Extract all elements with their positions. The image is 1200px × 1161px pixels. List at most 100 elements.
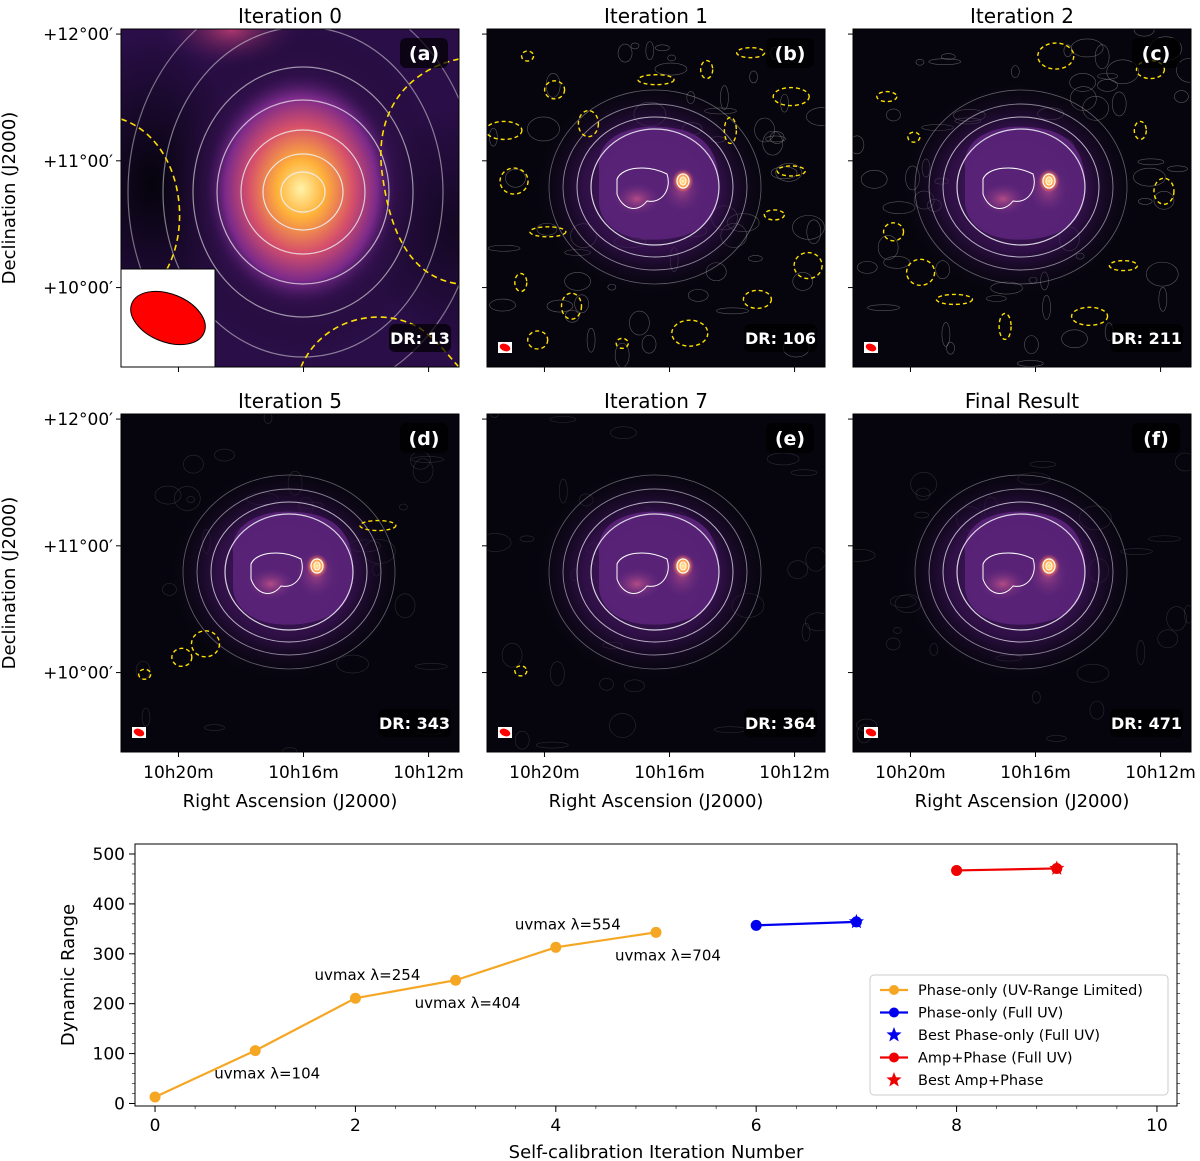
contour-line — [154, 485, 182, 505]
dr-badge-bg — [1110, 324, 1183, 352]
contour-line — [1032, 690, 1041, 704]
contour-line — [577, 109, 600, 138]
legend-frame — [869, 974, 1169, 1096]
contour-line — [655, 44, 670, 52]
contour-line — [1153, 177, 1175, 205]
contour-line — [1029, 461, 1057, 468]
contour-line — [776, 165, 806, 177]
y-tick-label: +12°00′ — [43, 410, 113, 430]
contour-line — [671, 319, 709, 347]
dr-badge-bg — [744, 324, 817, 352]
contour-line — [1137, 198, 1153, 205]
contour-line — [560, 292, 583, 320]
panel-label: (a) — [409, 43, 439, 65]
contour-line — [590, 128, 720, 246]
panel-image — [853, 414, 1191, 752]
negative-contour — [380, 58, 459, 285]
contour-line — [196, 488, 382, 656]
best-point-star — [848, 913, 864, 929]
legend-marker — [889, 1007, 899, 1018]
x-tick-label: 10h16m — [268, 763, 339, 783]
contour-line — [1097, 72, 1118, 80]
dr-badge: DR: 211 — [1110, 324, 1183, 352]
contour-line — [204, 724, 225, 731]
contour-line — [910, 471, 937, 497]
panel-label-badge: (c) — [1132, 38, 1180, 68]
contour-line — [804, 612, 825, 632]
contour-line — [1069, 73, 1097, 92]
contour-line — [1042, 295, 1051, 320]
image-panel-6: (f) DR: 471 Final Result 10h20m 10h16m 10h12m… — [848, 389, 1196, 812]
panel-title: Iteration 2 — [970, 4, 1074, 28]
panel-frame — [120, 28, 460, 368]
legend-label: Phase-only (Full UV) — [918, 1006, 1063, 1022]
contour-line — [914, 89, 1128, 285]
data-point — [349, 992, 361, 1004]
contour-line — [882, 222, 905, 242]
contour-line — [1042, 558, 1056, 574]
contour-line — [801, 622, 811, 642]
contour-line — [487, 533, 512, 552]
contour-line — [941, 322, 951, 347]
uvmax-annotation: uvmax λ=404 — [415, 994, 521, 1012]
hot-spot — [672, 169, 694, 193]
contour-line — [127, 29, 459, 367]
legend-label: Phase-only (UV-Range Limited) — [918, 983, 1143, 999]
data-point — [550, 941, 562, 953]
contour-line — [1097, 79, 1118, 92]
dr-value: DR: 13 — [390, 329, 450, 348]
contour-line — [1153, 191, 1175, 210]
contour-line — [586, 327, 596, 353]
contour-line — [915, 58, 925, 66]
panel-frame — [120, 413, 460, 753]
contour-line — [214, 448, 235, 462]
contour-line — [535, 741, 569, 749]
data-point — [249, 1045, 261, 1057]
y-tick-label: 100 — [93, 1045, 125, 1065]
contour-line — [654, 62, 688, 76]
beam-ellipse — [865, 343, 877, 352]
contour-line — [907, 131, 921, 143]
contour-line — [853, 135, 865, 155]
panel-label-bg — [400, 423, 448, 453]
contour-line — [1137, 158, 1165, 166]
series-0 — [149, 926, 662, 1103]
contour-line — [574, 294, 589, 314]
contour-line — [615, 337, 629, 350]
contour-line — [624, 679, 645, 693]
legend-star — [886, 1027, 902, 1042]
legend-entry: Phase-only (Full UV) — [880, 1006, 1063, 1022]
contour-line — [1037, 42, 1075, 70]
dr-badge: DR: 106 — [744, 324, 817, 352]
contour-line — [1174, 90, 1189, 103]
emission-blob — [613, 183, 661, 215]
dr-value: DR: 343 — [379, 714, 450, 733]
dr-value: DR: 211 — [1111, 329, 1182, 348]
uvmax-annotation: uvmax λ=554 — [515, 915, 621, 933]
uvmax-annotation: uvmax λ=254 — [314, 966, 420, 984]
contour-line — [562, 103, 748, 271]
contour-line — [998, 312, 1012, 341]
contour-line — [1166, 606, 1187, 631]
beam-ellipse — [865, 728, 877, 737]
contour-line — [558, 478, 568, 504]
contour-line — [411, 456, 444, 463]
panel-image — [853, 29, 1191, 367]
x-tick-label: 0 — [150, 1116, 161, 1136]
contour-line — [412, 458, 434, 483]
contour-line — [793, 251, 823, 280]
legend-entry: Best Amp+Phase — [886, 1072, 1043, 1089]
contour-line — [1045, 561, 1053, 571]
contour-line — [754, 117, 775, 143]
panel-frame — [486, 413, 826, 753]
legend-label: Best Amp+Phase — [918, 1073, 1043, 1089]
contour-line — [562, 488, 748, 656]
contour-line — [1145, 261, 1179, 287]
legend-marker — [889, 1052, 899, 1063]
data-point — [951, 864, 963, 876]
contour-line — [489, 298, 516, 312]
x-tick-label: 4 — [550, 1116, 561, 1136]
contour-line — [617, 43, 633, 63]
contour-line — [749, 70, 758, 84]
x-tick-label: 10h20m — [509, 763, 580, 783]
